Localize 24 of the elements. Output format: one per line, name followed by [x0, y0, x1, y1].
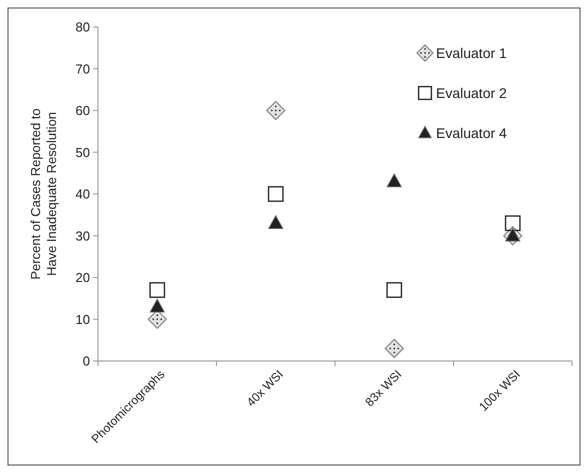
y-tick-label: 60 — [76, 103, 90, 118]
point — [150, 298, 165, 313]
y-tick-label: 80 — [76, 20, 90, 35]
point — [386, 173, 402, 188]
y-tick-label: 50 — [76, 144, 90, 160]
point — [384, 338, 404, 358]
point — [386, 282, 402, 298]
point — [504, 215, 521, 232]
x-tick-label: 40x WSI — [244, 367, 286, 410]
point — [268, 186, 284, 202]
x-tick-label: 83x WSI — [362, 367, 404, 410]
point — [268, 215, 284, 230]
y-tick-label: 70 — [76, 61, 90, 76]
point — [266, 100, 286, 120]
legend-label: Evaluator 2 — [436, 84, 508, 101]
y-tick-label: 10 — [76, 312, 90, 327]
legend-label: Evaluator 4 — [436, 124, 508, 141]
y-tick-label: 40 — [76, 186, 90, 202]
y-tick-label: 0 — [82, 354, 90, 369]
y-tick-label: 30 — [76, 228, 90, 244]
point — [149, 282, 166, 298]
legend-label: Evaluator 1 — [436, 44, 508, 61]
y-tick-label: 20 — [76, 270, 90, 286]
y-axis-title: Percent of Cases Reported to Have Inadequate Resolution — [28, 108, 59, 280]
